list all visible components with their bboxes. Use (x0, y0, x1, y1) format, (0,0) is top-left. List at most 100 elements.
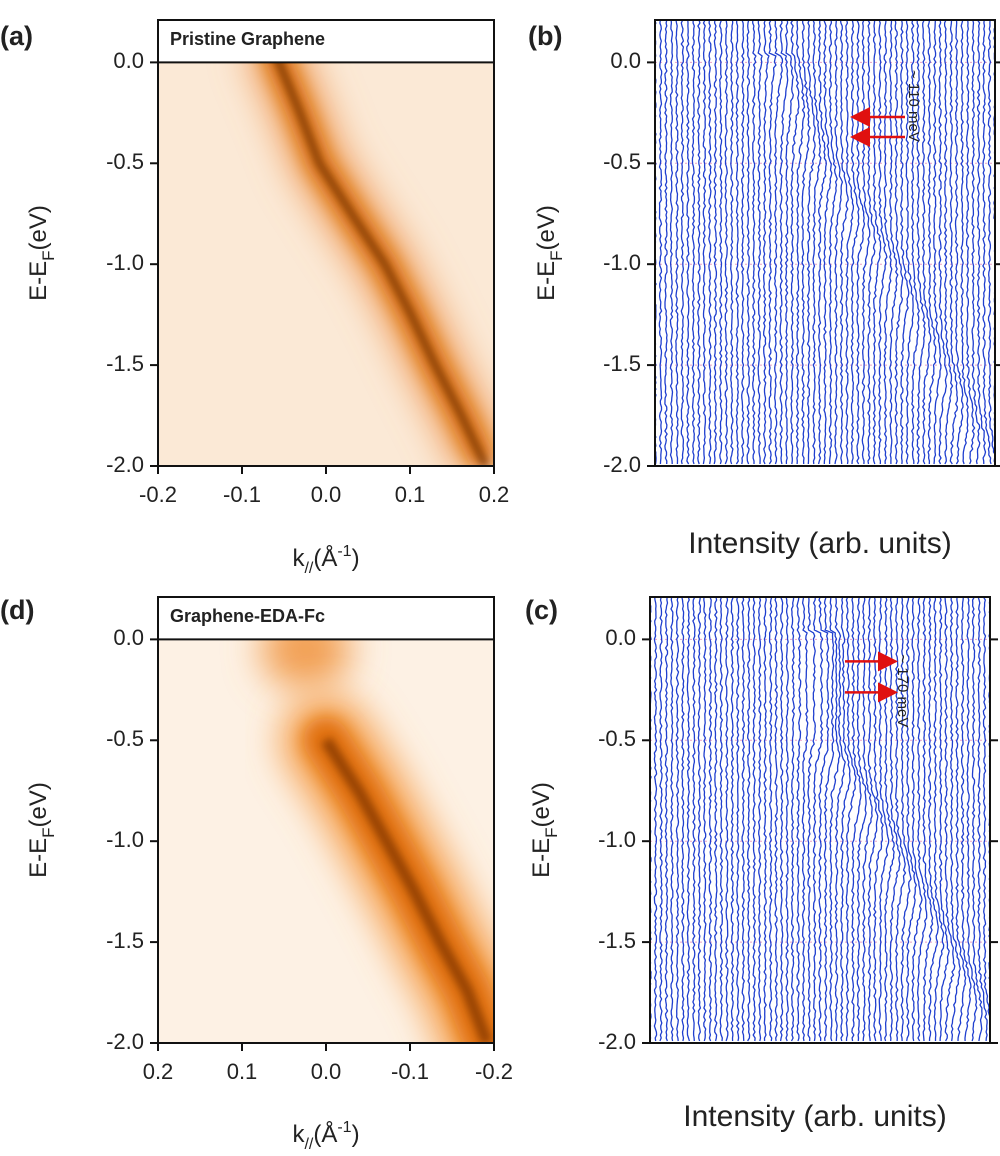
y-tick-label: -1.5 (106, 928, 144, 953)
edc-curve (697, 20, 701, 465)
edc-curve (818, 597, 830, 1042)
heatmap-core (265, 36, 489, 466)
edc-curve (768, 597, 773, 1042)
y-axis-label-part: (eV) (533, 205, 560, 250)
plot-area (158, 597, 494, 1043)
edc-curve (910, 20, 921, 464)
edc-curve (938, 597, 950, 1042)
edc-curve (659, 597, 663, 1042)
y-axis-label: E-EF(eV) (25, 205, 58, 301)
panel: (b) 0.0 -0.5 -1.0 -1.5 -2.0 E-EF(eV) Intensity … (528, 19, 1000, 560)
edc-curve (801, 597, 809, 1042)
edc-curve (686, 597, 691, 1042)
edc-curve (938, 20, 948, 465)
edc-curve (927, 20, 937, 465)
edc-curve (823, 597, 835, 1042)
y-tick-label: -2.0 (603, 452, 641, 477)
edc-curve (943, 20, 954, 465)
edc-curve (670, 597, 674, 1042)
edc-curve (982, 597, 990, 1030)
panel-title: Pristine Graphene (170, 29, 325, 49)
x-axis-label: k//(Å-1) (292, 543, 359, 577)
y-tick-label: -2.0 (598, 1029, 636, 1054)
edc-curve (807, 597, 816, 1042)
edc-curve (834, 20, 844, 465)
y-tick-label: -1.5 (603, 351, 641, 376)
y-tick-label: -1.0 (106, 827, 144, 852)
x-axis-label: Intensity (arb. units) (683, 1100, 946, 1133)
y-tick-label: -1.5 (106, 351, 144, 376)
edc-curve (900, 20, 910, 465)
edc-curve (823, 20, 833, 465)
edc-curve (686, 20, 690, 465)
x-axis-label-part: -1 (337, 1119, 351, 1136)
edc-curve (905, 20, 915, 465)
edc-curve (692, 597, 696, 1042)
y-axis-label-part: (eV) (25, 782, 52, 827)
edc-curve (784, 20, 794, 464)
edc-curve (955, 597, 967, 1042)
edc-curve (730, 20, 734, 465)
edc-curve (888, 20, 899, 464)
edc-curve (658, 20, 663, 465)
panel-label: (c) (525, 595, 558, 625)
x-tick-label: -0.2 (139, 482, 177, 507)
edc-curve (839, 20, 849, 465)
y-tick-label: 0.0 (113, 48, 144, 73)
edc-curve (933, 597, 945, 1041)
x-axis-label-part: ) (352, 545, 360, 572)
edc-curve (878, 20, 888, 465)
edc-curve (752, 597, 756, 1042)
edc-curve (790, 20, 800, 465)
x-axis-label-part: k (292, 545, 305, 572)
edc-curve (828, 20, 838, 464)
edc-curve (697, 597, 702, 1042)
edc-curve (708, 20, 712, 465)
edc-curve (675, 20, 679, 465)
x-tick-label: -0.2 (475, 1059, 513, 1084)
annotation: ~ 170 meV (894, 654, 911, 727)
plot-area (650, 597, 990, 1043)
edc-curve (718, 20, 723, 465)
edc-curve (740, 20, 745, 465)
edc-curve (867, 597, 879, 1042)
edc-curve (911, 597, 923, 1042)
x-tick-label: 0.0 (311, 482, 342, 507)
edc-curve (763, 597, 767, 1042)
y-tick-label: -0.5 (603, 149, 641, 174)
plot-frame (654, 19, 996, 467)
y-axis-label-part: (eV) (25, 205, 52, 250)
edc-curve (829, 597, 841, 1042)
y-axis-label-part: E-E (25, 838, 52, 878)
edc-curve (757, 597, 762, 1042)
y-axis-label: E-EF(eV) (528, 782, 561, 878)
edc-curve (751, 20, 757, 464)
edc-curve (845, 20, 855, 465)
edc-curve (894, 20, 904, 465)
edc-curve (987, 20, 995, 465)
edc-curve (664, 597, 669, 1042)
edc-curve (851, 597, 862, 1042)
edc-curve (653, 597, 658, 1042)
edc-curve (708, 597, 713, 1042)
edc-curve (954, 20, 964, 465)
x-tick-label: -0.1 (391, 1059, 429, 1084)
edc-curve (730, 597, 735, 1042)
y-axis-label-part: F (547, 250, 566, 260)
panel-title: Graphene-EDA-Fc (170, 606, 325, 626)
edc-curve (982, 20, 992, 465)
edc-curve (944, 597, 956, 1042)
y-tick-label: -1.0 (603, 250, 641, 275)
edc-curve (681, 597, 685, 1042)
x-tick-label: 0.2 (143, 1059, 174, 1084)
edc-curve (774, 597, 778, 1042)
y-axis-label-part: F (39, 827, 58, 837)
title-box (157, 19, 495, 64)
plot-area (158, 20, 494, 466)
edc-curve (976, 20, 987, 465)
edc-curve (735, 597, 740, 1042)
edc-curve (785, 597, 790, 1042)
edc-curve (779, 597, 784, 1042)
edc-curve (768, 20, 777, 465)
x-axis-label-part: -1 (337, 543, 351, 560)
